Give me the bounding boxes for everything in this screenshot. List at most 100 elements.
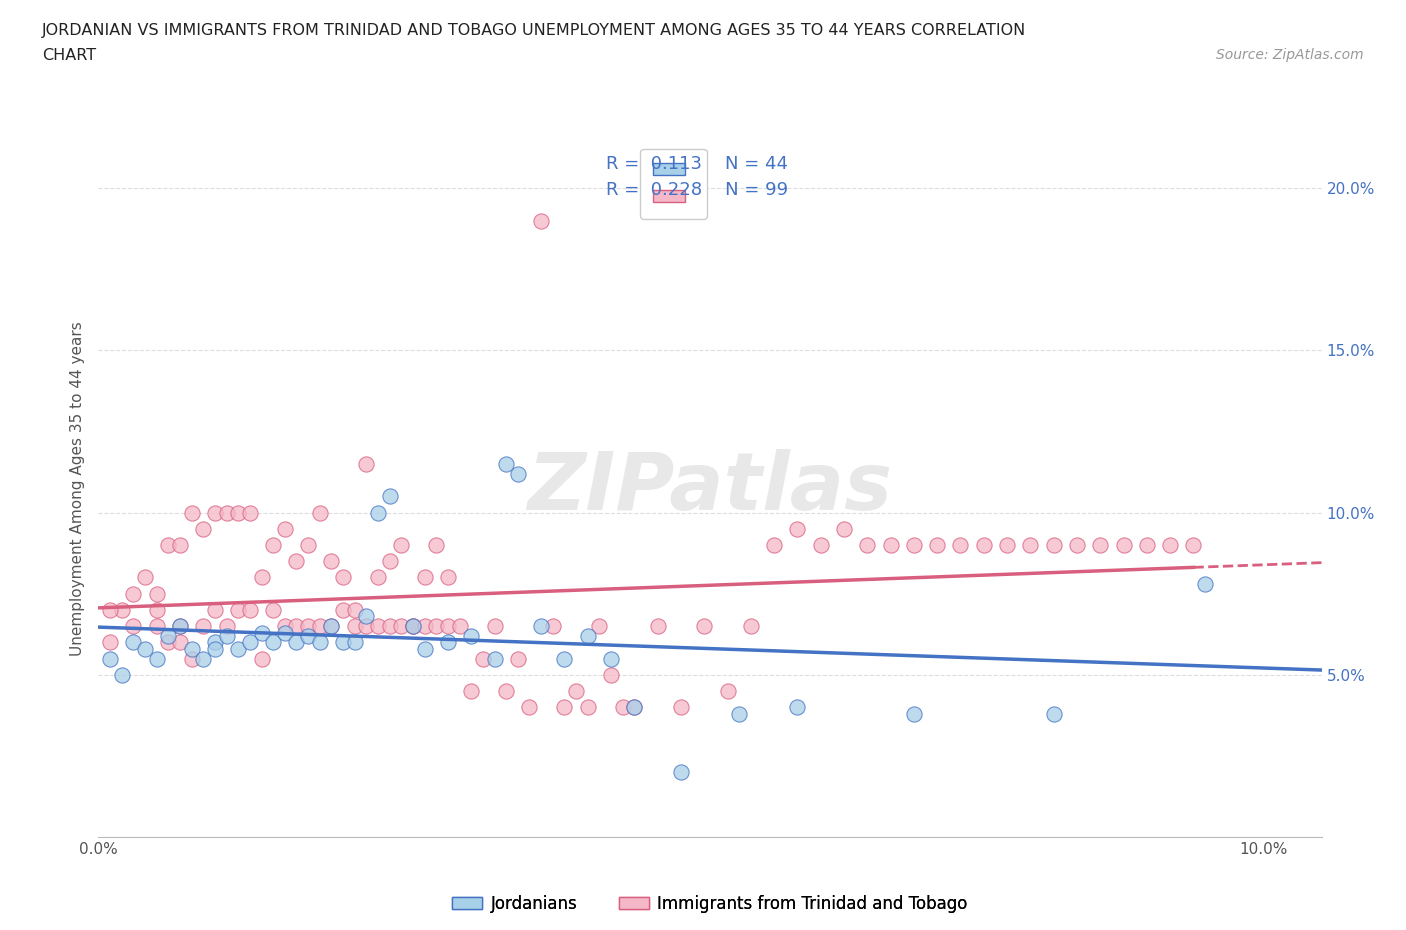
Point: [437, 635, 460, 650]
Point: [413, 618, 436, 633]
Point: [378, 489, 401, 504]
Point: [157, 635, 180, 650]
Point: [389, 538, 412, 552]
Point: [215, 629, 238, 644]
Point: [157, 538, 180, 552]
Point: [832, 522, 855, 537]
Point: [437, 618, 460, 633]
Point: [541, 618, 564, 633]
Point: [111, 603, 134, 618]
Point: [530, 618, 553, 633]
Point: [239, 505, 262, 520]
Point: [495, 684, 517, 698]
Point: [506, 466, 529, 481]
Point: [239, 635, 262, 650]
Point: [193, 651, 215, 666]
Point: [180, 651, 202, 666]
Point: [204, 505, 226, 520]
Point: [903, 706, 925, 721]
Point: [145, 603, 167, 618]
Point: [786, 522, 808, 537]
Point: [343, 635, 366, 650]
Point: [239, 603, 262, 618]
Point: [367, 505, 389, 520]
Point: [389, 618, 412, 633]
Point: [669, 699, 692, 714]
Point: [927, 538, 949, 552]
Point: [693, 618, 716, 633]
Point: [332, 570, 354, 585]
Point: [903, 538, 925, 552]
Point: [471, 651, 494, 666]
Text: ZIPatlas: ZIPatlas: [527, 449, 893, 527]
Point: [321, 618, 343, 633]
Point: [378, 618, 401, 633]
Point: [250, 570, 273, 585]
Point: [274, 522, 297, 537]
Text: R =  0.113    N = 44: R = 0.113 N = 44: [606, 155, 787, 173]
Point: [506, 651, 529, 666]
Point: [122, 618, 145, 633]
Point: [495, 457, 517, 472]
Point: [157, 629, 180, 644]
Point: [308, 618, 330, 633]
Point: [623, 699, 645, 714]
Point: [588, 618, 610, 633]
Text: Source: ZipAtlas.com: Source: ZipAtlas.com: [1216, 48, 1364, 62]
Point: [215, 618, 238, 633]
Point: [262, 538, 284, 552]
Point: [449, 618, 471, 633]
Point: [226, 505, 249, 520]
Point: [332, 603, 354, 618]
Point: [262, 635, 284, 650]
Point: [1182, 538, 1205, 552]
Point: [484, 618, 506, 633]
Point: [810, 538, 832, 552]
Point: [285, 618, 308, 633]
Point: [413, 570, 436, 585]
Point: [612, 699, 634, 714]
Point: [425, 538, 447, 552]
Point: [250, 625, 273, 640]
Point: [484, 651, 506, 666]
Point: [262, 603, 284, 618]
Point: [122, 586, 145, 601]
Point: [565, 684, 588, 698]
Point: [297, 618, 319, 633]
Point: [1136, 538, 1159, 552]
Point: [600, 668, 623, 683]
Point: [134, 642, 156, 657]
Point: [973, 538, 995, 552]
Point: [1066, 538, 1088, 552]
Point: [308, 505, 330, 520]
Point: [204, 642, 226, 657]
Point: [1042, 538, 1064, 552]
Point: [647, 618, 669, 633]
Point: [145, 618, 167, 633]
Point: [274, 618, 297, 633]
Point: [716, 684, 738, 698]
Point: [169, 618, 191, 633]
Point: [460, 684, 482, 698]
Point: [530, 213, 553, 228]
Point: [995, 538, 1018, 552]
Point: [204, 635, 226, 650]
Point: [1019, 538, 1042, 552]
Point: [98, 635, 121, 650]
Point: [180, 642, 202, 657]
Point: [576, 629, 599, 644]
Point: [378, 553, 401, 568]
Text: JORDANIAN VS IMMIGRANTS FROM TRINIDAD AND TOBAGO UNEMPLOYMENT AMONG AGES 35 TO 4: JORDANIAN VS IMMIGRANTS FROM TRINIDAD AN…: [42, 23, 1026, 38]
Point: [763, 538, 786, 552]
Point: [297, 538, 319, 552]
Point: [1090, 538, 1112, 552]
Point: [356, 457, 378, 472]
Point: [1159, 538, 1181, 552]
Point: [145, 586, 167, 601]
Point: [169, 635, 191, 650]
Point: [321, 553, 343, 568]
Point: [204, 603, 226, 618]
Point: [519, 699, 541, 714]
Point: [669, 764, 692, 779]
Point: [1042, 706, 1064, 721]
